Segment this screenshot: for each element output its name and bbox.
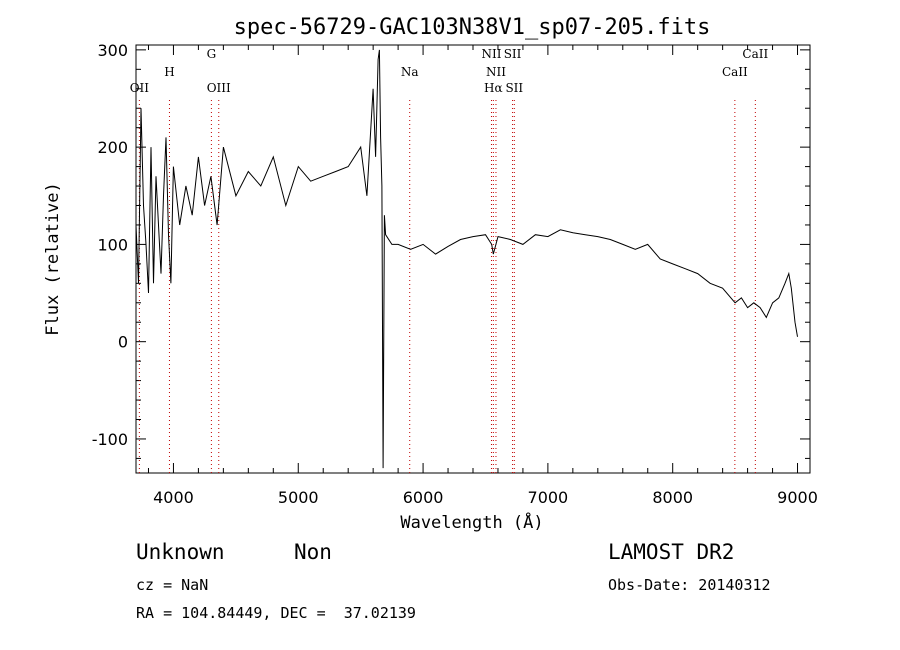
emission-line-label: NII	[481, 47, 501, 61]
x-tick-label: 4000	[153, 488, 194, 507]
y-tick-labels: -100 0 100 200 300	[92, 41, 128, 449]
chart-title: spec-56729-GAC103N38V1_sp07-205.fits	[234, 15, 711, 40]
x-tick-labels: 4000 5000 6000 7000 8000 9000	[153, 488, 818, 507]
object-class: Unknown	[136, 540, 225, 564]
obs-date: Obs-Date: 20140312	[608, 576, 771, 594]
spectrum-line	[135, 49, 798, 469]
emission-line-label: G	[207, 47, 217, 61]
emission-line-label: H	[164, 65, 174, 79]
axis-ticks	[136, 45, 810, 473]
x-tick-label: 7000	[528, 488, 569, 507]
x-axis-label: Wavelength (Å)	[400, 511, 543, 533]
x-tick-label: 6000	[403, 488, 444, 507]
emission-line-label: SII	[504, 47, 522, 61]
emission-line-label: NII	[486, 65, 506, 79]
y-tick-label: 300	[97, 41, 128, 60]
y-tick-label: 0	[118, 333, 128, 352]
survey-name: LAMOST DR2	[608, 540, 735, 564]
cz-value: cz = NaN	[136, 576, 209, 594]
object-subclass: Non	[294, 540, 332, 564]
emission-line-label: OIII	[207, 81, 231, 95]
emission-line-label: Hα	[484, 81, 503, 95]
emission-line-label: CaII	[722, 65, 748, 79]
emission-line-label: Na	[401, 65, 419, 79]
x-tick-label: 9000	[777, 488, 818, 507]
x-tick-label: 8000	[652, 488, 693, 507]
plot-frame	[135, 44, 811, 474]
ra-dec: RA = 104.84449, DEC = 37.02139	[136, 604, 416, 622]
y-axis-label: Flux (relative)	[43, 182, 63, 336]
emission-line-label: SII	[505, 81, 523, 95]
y-tick-label: 100	[97, 235, 128, 254]
emission-line-label: OII	[130, 81, 150, 95]
y-tick-label: -100	[92, 430, 128, 449]
x-tick-label: 5000	[278, 488, 319, 507]
emission-line-label: CaII	[742, 47, 768, 61]
y-tick-label: 200	[97, 138, 128, 157]
